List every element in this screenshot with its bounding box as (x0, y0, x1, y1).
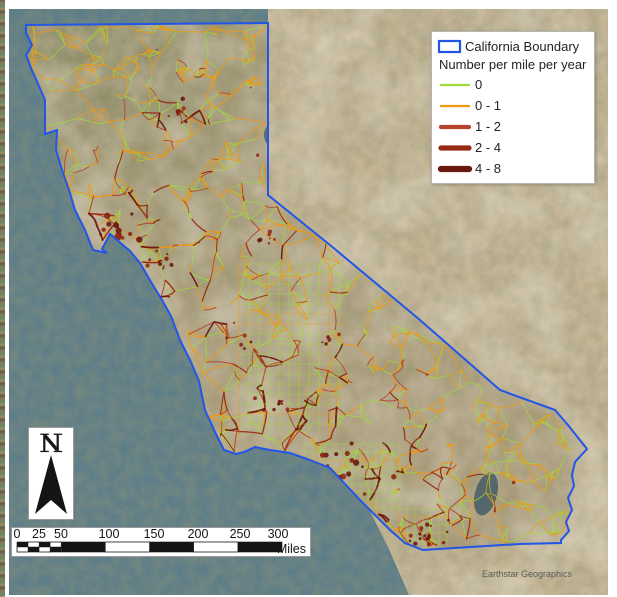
svg-text:250: 250 (230, 528, 251, 541)
svg-text:200: 200 (188, 528, 209, 541)
svg-text:0 - 1: 0 - 1 (475, 98, 501, 113)
svg-text:0: 0 (475, 77, 482, 92)
svg-text:0: 0 (14, 528, 21, 541)
svg-text:Number per mile per year: Number per mile per year (439, 57, 587, 72)
svg-text:California Boundary: California Boundary (465, 39, 580, 54)
svg-text:25: 25 (32, 528, 46, 541)
svg-text:2 - 4: 2 - 4 (475, 140, 501, 155)
svg-text:1 - 2: 1 - 2 (475, 119, 501, 134)
svg-text:Earthstar Geographics: Earthstar Geographics (482, 569, 573, 579)
svg-text:100: 100 (99, 528, 120, 541)
svg-text:4 - 8: 4 - 8 (475, 161, 501, 176)
svg-text:300: 300 (268, 528, 289, 541)
svg-text:150: 150 (144, 528, 165, 541)
svg-text:50: 50 (54, 528, 68, 541)
